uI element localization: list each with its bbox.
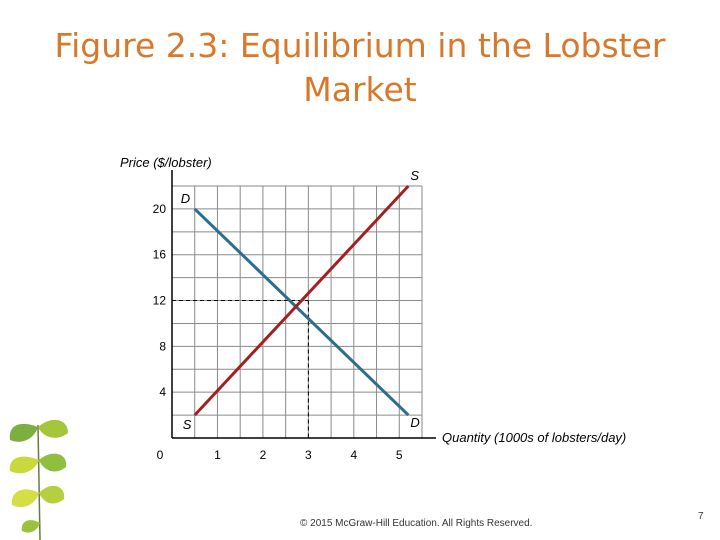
- series-start-label-D: D: [181, 191, 190, 206]
- x-axis-label: Quantity (1000s of lobsters/day): [442, 430, 626, 445]
- series-line-S: [193, 184, 410, 417]
- y-tick-label: 8: [159, 339, 166, 353]
- x-tick-label: 4: [350, 448, 357, 462]
- y-tick-label: 16: [153, 248, 167, 262]
- origin-label: 0: [157, 448, 164, 462]
- chart-axes: [171, 170, 436, 439]
- x-tick-label: 5: [396, 448, 403, 462]
- series-start-label-S: S: [183, 417, 192, 432]
- slide-title: Figure 2.3: Equilibrium in the Lobster M…: [54, 26, 666, 109]
- equilibrium-guides: [172, 300, 309, 438]
- chart-series: [193, 184, 410, 417]
- chart-grid: [172, 185, 423, 438]
- series-line-D: [193, 207, 410, 417]
- ginkgo-leaves-icon: [9, 419, 68, 540]
- copyright-footer: © 2015 McGraw-Hill Education. All Rights…: [300, 518, 533, 529]
- y-tick-label: 12: [153, 294, 167, 308]
- y-tick-label: 4: [159, 385, 166, 399]
- series-end-label-S: S: [410, 168, 419, 183]
- y-tick-label: 20: [153, 202, 167, 216]
- x-tick-label: 2: [260, 448, 267, 462]
- x-tick-label: 3: [305, 448, 312, 462]
- series-end-label-D: D: [410, 415, 419, 430]
- x-tick-label: 1: [214, 448, 221, 462]
- y-axis-label: Price ($/lobster): [120, 155, 212, 170]
- page-number: 7: [698, 511, 704, 522]
